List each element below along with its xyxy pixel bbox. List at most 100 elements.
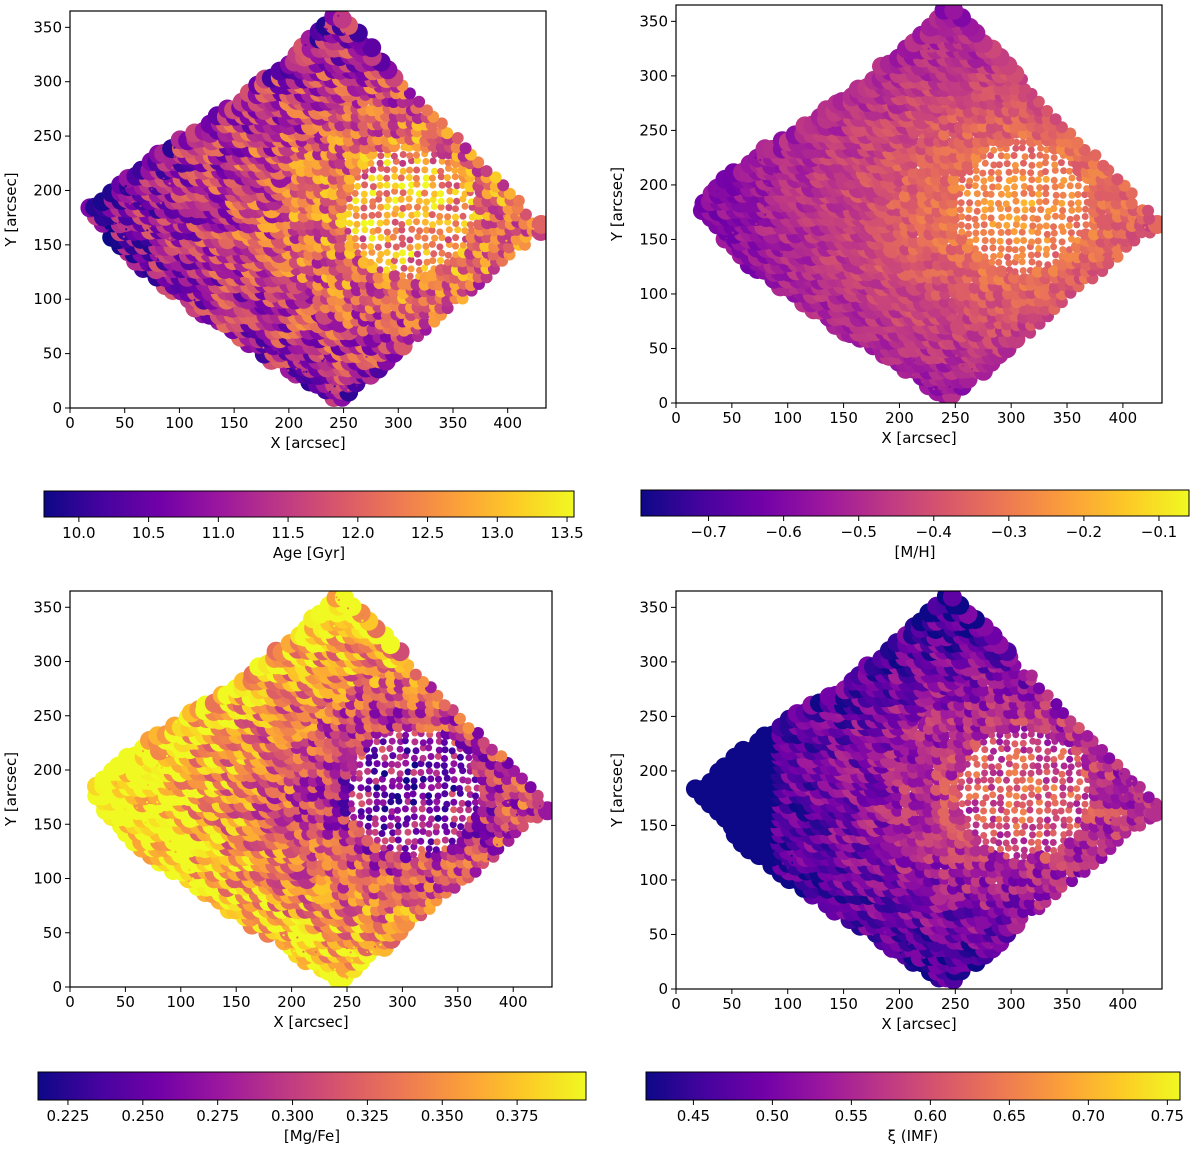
map-cell (465, 754, 473, 762)
map-cell (368, 211, 376, 219)
edge-point (155, 255, 158, 258)
map-cell (1042, 153, 1050, 161)
map-cell (979, 169, 987, 177)
map-cell (373, 836, 381, 844)
map-cell (422, 205, 429, 213)
map-cell (1019, 174, 1027, 182)
map-cell (431, 234, 439, 242)
map-cell (397, 195, 405, 203)
map-cell (413, 180, 421, 188)
map-cell (1097, 159, 1110, 172)
map-cell (427, 838, 435, 846)
map-cell (361, 172, 369, 180)
map-cell (398, 221, 406, 228)
edge-point (1116, 243, 1120, 246)
map-cell (452, 242, 459, 250)
map-cell (329, 767, 342, 780)
map-cell (1044, 261, 1052, 269)
map-cell (443, 258, 451, 266)
edge-point (764, 213, 767, 216)
edge-point (508, 827, 511, 831)
map-cell (385, 258, 393, 266)
map-cell (994, 183, 1002, 191)
colorbar-tick-label: −0.7 (690, 523, 726, 541)
colorbar-tick-label: −0.1 (1141, 523, 1177, 541)
map-cell (980, 177, 988, 185)
edge-point (1135, 218, 1138, 222)
map-cell (360, 250, 368, 258)
map-cell (428, 174, 436, 182)
map-cell (944, 5, 964, 20)
x-tick-label: 150 (220, 414, 249, 432)
edge-point (948, 385, 952, 388)
map-cell (415, 190, 423, 198)
map-cell (1041, 159, 1049, 167)
y-tick-label: 300 (639, 67, 668, 85)
edge-point (149, 225, 152, 228)
map-cell (371, 828, 379, 836)
map-cell (972, 229, 980, 237)
edge-point (125, 228, 128, 231)
map-cell (403, 815, 411, 823)
map-cell (307, 766, 320, 779)
map-cell (394, 815, 402, 823)
map-cell (371, 820, 379, 828)
map-cell (489, 171, 502, 184)
map-cell (465, 806, 473, 814)
map-cell (987, 214, 995, 222)
colorbar-tick-label: −0.5 (840, 523, 876, 541)
map-cell (450, 806, 458, 814)
map-cell (410, 777, 418, 785)
map-cell (448, 790, 456, 798)
map-cell (361, 834, 374, 847)
map-cell (414, 203, 421, 211)
map-cell (365, 807, 373, 815)
map-cell (1041, 168, 1049, 176)
map-cell (510, 233, 523, 246)
map-cell (1043, 245, 1051, 253)
map-cell (996, 237, 1004, 245)
map-cell (458, 799, 466, 807)
map-cell (403, 747, 411, 755)
map-cell (1020, 214, 1028, 222)
map-cell (1036, 161, 1043, 169)
map-cell (444, 218, 452, 226)
map-cell (1049, 236, 1057, 244)
edge-point (532, 227, 535, 230)
map-cell (425, 820, 433, 828)
edge-point (767, 191, 770, 194)
map-cell (907, 166, 920, 179)
map-cell (381, 791, 389, 799)
map-cell (1052, 251, 1060, 259)
edge-point (333, 385, 336, 388)
map-cell (421, 166, 429, 174)
edge-point (365, 355, 368, 358)
map-cell (988, 258, 996, 266)
map-cell (396, 753, 404, 761)
map-cell (434, 782, 442, 790)
map-cell (972, 221, 980, 229)
map-cell (334, 591, 354, 607)
map-cell (1058, 199, 1066, 207)
map-cell (350, 774, 358, 782)
map-cell (414, 250, 421, 258)
map-cell (369, 189, 377, 197)
edge-point (975, 46, 978, 49)
map-cell (1020, 159, 1027, 167)
map-cell (417, 769, 425, 776)
map-cell (1028, 227, 1036, 235)
map-cell (428, 240, 436, 248)
x-tick-label: 150 (829, 409, 858, 427)
map-cell (972, 174, 980, 182)
map-cell (464, 785, 472, 793)
edge-point (146, 229, 149, 232)
map-cell (958, 213, 966, 221)
map-cells (87, 591, 552, 987)
colorbar-tick-label: 10.5 (132, 524, 165, 542)
map-cell (519, 208, 532, 221)
map-cell (989, 220, 997, 228)
edge-point (136, 256, 139, 259)
edge-point (969, 364, 972, 367)
